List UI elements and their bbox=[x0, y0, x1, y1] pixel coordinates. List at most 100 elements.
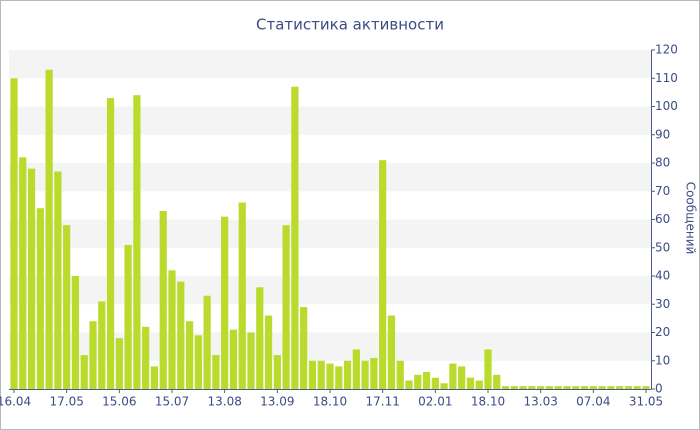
bar bbox=[326, 363, 334, 389]
y-tick-label: 30 bbox=[655, 297, 670, 311]
bar bbox=[624, 386, 633, 389]
bar bbox=[273, 355, 281, 389]
grid-band bbox=[9, 163, 651, 192]
bar bbox=[379, 160, 387, 389]
bar bbox=[317, 360, 325, 389]
bar bbox=[185, 321, 194, 389]
y-tick-label: 100 bbox=[655, 99, 678, 113]
bar bbox=[554, 386, 562, 389]
bar bbox=[27, 168, 36, 389]
bar bbox=[335, 366, 343, 389]
y-tick-label: 80 bbox=[655, 156, 670, 170]
bar bbox=[537, 386, 545, 389]
bar bbox=[466, 377, 475, 389]
x-tick-label: 16.04 bbox=[0, 395, 31, 409]
y-tick-label: 120 bbox=[655, 43, 678, 57]
bar bbox=[308, 360, 317, 389]
bar bbox=[633, 386, 641, 389]
bar bbox=[80, 355, 88, 389]
bar bbox=[563, 386, 571, 389]
grid-band bbox=[9, 219, 651, 248]
x-tick-label: 13.09 bbox=[260, 395, 294, 409]
bar bbox=[422, 372, 431, 389]
bar bbox=[142, 326, 150, 389]
bar bbox=[414, 374, 422, 389]
bar bbox=[510, 386, 518, 389]
bar bbox=[212, 355, 220, 389]
bar bbox=[89, 321, 97, 389]
bar bbox=[124, 244, 132, 389]
bar bbox=[458, 366, 466, 389]
bar bbox=[264, 315, 273, 389]
x-tick-label: 15.06 bbox=[102, 395, 136, 409]
bar bbox=[387, 315, 396, 389]
bar bbox=[519, 386, 527, 389]
bar bbox=[343, 360, 352, 389]
bar bbox=[501, 386, 510, 389]
grid-band bbox=[9, 50, 651, 79]
bar bbox=[370, 357, 378, 389]
y-tick-label: 110 bbox=[655, 71, 678, 85]
bar bbox=[150, 366, 159, 389]
bar bbox=[545, 386, 554, 389]
bar bbox=[528, 386, 536, 389]
y-axis-label: Сообщений bbox=[684, 182, 698, 255]
bar bbox=[63, 225, 71, 389]
bar bbox=[256, 287, 264, 389]
bar bbox=[238, 202, 246, 389]
bar bbox=[484, 349, 492, 389]
bar bbox=[572, 386, 580, 389]
bar bbox=[106, 98, 115, 390]
x-tick-label: 18.10 bbox=[471, 395, 505, 409]
bar bbox=[589, 386, 597, 389]
x-tick-label: 15.07 bbox=[155, 395, 189, 409]
bar bbox=[352, 349, 360, 389]
grid-band bbox=[9, 276, 651, 305]
bar bbox=[396, 360, 404, 389]
bar bbox=[177, 281, 185, 389]
grid-band bbox=[9, 106, 651, 135]
bar bbox=[431, 377, 439, 389]
bar bbox=[282, 225, 290, 389]
bar bbox=[449, 363, 457, 389]
bar bbox=[54, 171, 62, 389]
x-tick-label: 13.03 bbox=[523, 395, 557, 409]
bar bbox=[19, 157, 27, 389]
y-tick-label: 60 bbox=[655, 212, 670, 226]
chart-title: Статистика активности bbox=[256, 16, 444, 34]
x-tick-label: 31.05 bbox=[629, 395, 663, 409]
y-tick-label: 70 bbox=[655, 184, 670, 198]
bar bbox=[133, 95, 141, 389]
bar bbox=[229, 329, 238, 389]
bar bbox=[580, 386, 589, 389]
x-tick-label: 07.04 bbox=[576, 395, 610, 409]
bar bbox=[115, 338, 123, 389]
y-tick-label: 40 bbox=[655, 269, 670, 283]
bar bbox=[98, 301, 106, 389]
bar bbox=[607, 386, 615, 389]
bar bbox=[405, 380, 413, 389]
x-tick-label: 13.08 bbox=[207, 395, 241, 409]
bar bbox=[493, 374, 501, 389]
bar bbox=[475, 380, 483, 389]
x-tick-label: 17.05 bbox=[49, 395, 83, 409]
bar bbox=[159, 211, 167, 389]
bar bbox=[598, 386, 606, 389]
bar bbox=[10, 78, 18, 389]
y-tick-label: 10 bbox=[655, 353, 670, 367]
x-tick-label: 17.11 bbox=[365, 395, 399, 409]
bar bbox=[300, 307, 308, 389]
y-tick-label: 50 bbox=[655, 240, 670, 254]
bar bbox=[36, 208, 44, 389]
bar bbox=[194, 335, 202, 389]
bar bbox=[291, 86, 299, 389]
y-tick-label: 20 bbox=[655, 325, 670, 339]
x-tick-label: 18.10 bbox=[313, 395, 347, 409]
x-tick-label: 02.01 bbox=[418, 395, 452, 409]
bar bbox=[361, 360, 369, 389]
y-tick-label: 0 bbox=[655, 382, 663, 396]
bar bbox=[440, 383, 448, 389]
bar bbox=[45, 69, 53, 390]
bar bbox=[642, 386, 650, 389]
